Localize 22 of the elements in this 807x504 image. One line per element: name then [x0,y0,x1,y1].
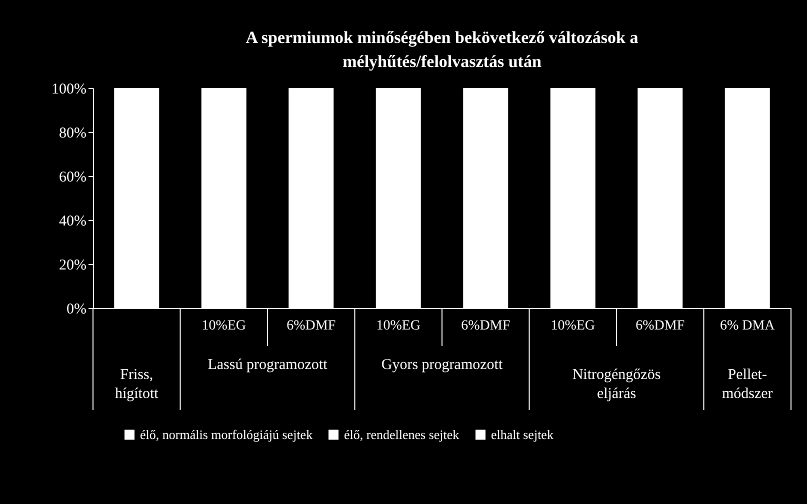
x-tick-label: 6% DMA [720,318,776,334]
legend-label: élő, normális morfológiájú sejtek [140,426,314,442]
text: Nitrogéngőzös eljárás [572,367,661,402]
x-tick-label: 10%EG [550,318,596,334]
text: Gyors programozott [381,357,504,373]
text: Lassú programozott [208,357,328,373]
y-tick-label: 20% [59,258,86,274]
text: Friss, hígított [114,367,160,402]
y-tick-label: 40% [59,214,86,230]
x-tick-label: 6%DMF [286,318,336,334]
y-tick-label: 0% [66,302,86,318]
x-tick-label: 10%EG [376,318,421,334]
text: Pellet-módszer [722,367,773,402]
y-tick-label: 80% [59,126,86,142]
legend-label: élő, rendellenes sejtek [344,426,460,442]
x-tick-label: 10%EG [202,318,246,334]
x-tick-label: 6%DMF [461,318,510,334]
y-tick-label: 100% [52,82,86,98]
chart-title: A spermiumok minőségében bekövetkező változások a mélyhűtés/felolvasztás után [246,28,639,71]
x-tick-label: 6%DMF [636,318,685,334]
legend-label: elhalt sejtek [491,426,554,442]
y-tick-label: 60% [59,170,86,186]
